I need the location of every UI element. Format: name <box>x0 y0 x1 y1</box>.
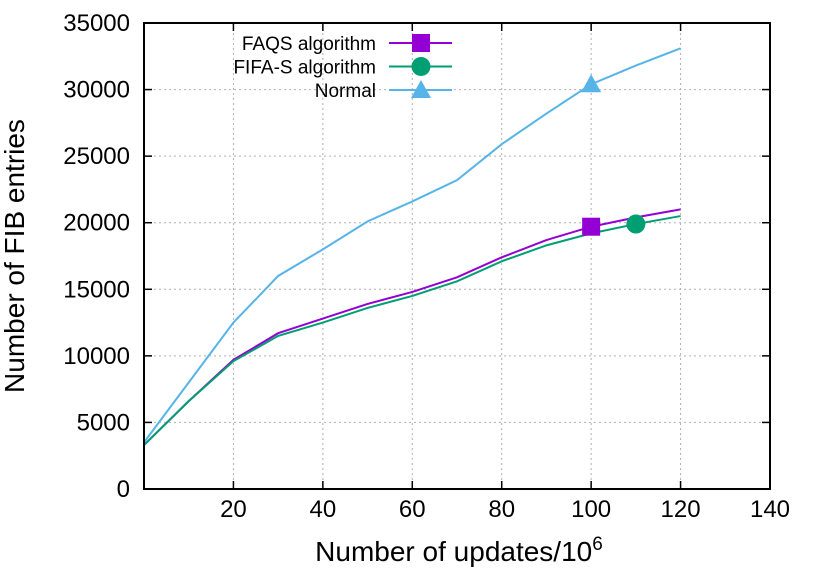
y-tick-label: 30000 <box>63 77 130 104</box>
series-lines <box>143 47 681 446</box>
y-tick-label: 35000 <box>63 10 130 37</box>
legend-marker-2 <box>411 57 431 76</box>
series-marker-3 <box>581 74 602 93</box>
series-markers <box>581 74 646 236</box>
plot-frame <box>143 22 771 490</box>
legend-marker-3 <box>411 80 431 98</box>
x-tick-label: 20 <box>220 496 247 523</box>
legend-label-2: FIFA-S algorithm <box>233 58 376 79</box>
x-tick-label: 120 <box>661 496 701 523</box>
x-axis-title-superscript: 6 <box>592 534 603 555</box>
x-tick-label: 60 <box>399 496 426 523</box>
series-marker-2 <box>626 214 646 234</box>
axis-ticks <box>144 22 771 490</box>
y-tick-label: 15000 <box>63 276 130 303</box>
x-axis-title-text: Number of updates/10 <box>315 536 592 567</box>
x-tick-label: 140 <box>750 496 790 523</box>
series-marker-1 <box>582 217 601 236</box>
y-tick-label: 10000 <box>63 343 130 370</box>
legend-label-1: FAQS algorithm <box>242 34 376 55</box>
y-tick-label: 20000 <box>63 210 130 237</box>
x-tick-label: 40 <box>310 496 337 523</box>
y-tick-label: 25000 <box>63 143 130 170</box>
y-axis-title: Number of FIB entries <box>0 119 30 393</box>
x-tick-label: 100 <box>571 496 611 523</box>
y-tick-label: 0 <box>117 476 130 503</box>
x-axis-title: Number of updates/106 <box>315 534 603 567</box>
y-tick-label: 5000 <box>77 409 130 436</box>
legend-marker-1 <box>412 34 430 52</box>
tick-labels: 20 40 60 80 100 120 140 0 5000 10000 15000 20000 250… <box>63 10 790 523</box>
grid <box>144 23 770 489</box>
x-tick-label: 80 <box>488 496 515 523</box>
series-line-2 <box>143 215 681 446</box>
legend-label-3: Normal <box>315 81 376 102</box>
